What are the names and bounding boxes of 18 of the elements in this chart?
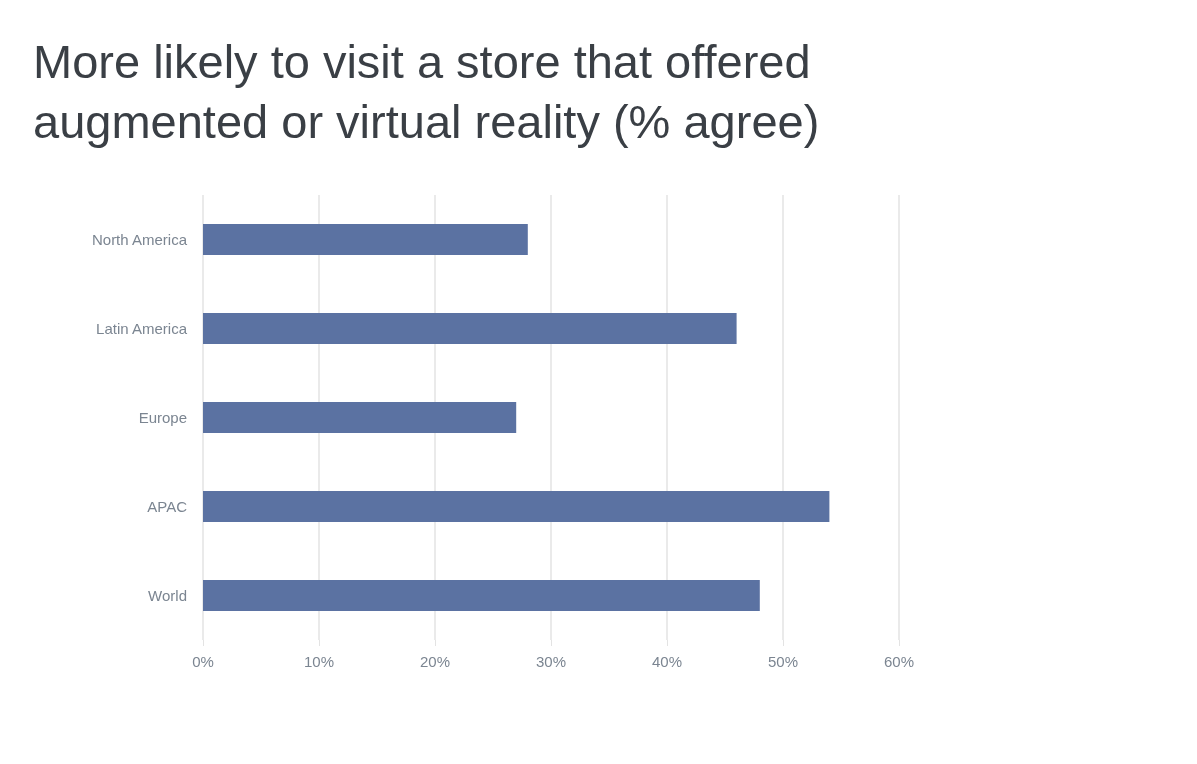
y-tick-label: Latin America — [96, 320, 188, 337]
bar — [203, 223, 528, 256]
bar — [203, 579, 760, 612]
y-tick-label: World — [148, 587, 187, 604]
bar — [203, 312, 737, 345]
y-tick-label: Europe — [138, 409, 187, 426]
x-tick-label: 10% — [303, 653, 335, 670]
bar — [203, 401, 517, 434]
x-tick-label: 20% — [419, 653, 451, 670]
x-tick-label: 60% — [883, 653, 915, 670]
x-tick-label: 40% — [651, 653, 683, 670]
chart-title: More likely to visit a store that offered augmented or virtual reality (% agree) — [33, 34, 824, 148]
x-tick-label: 0% — [192, 653, 214, 670]
x-tick-label: 50% — [767, 653, 799, 670]
x-tick-label: 30% — [535, 653, 567, 670]
y-tick-label: APAC — [147, 498, 188, 515]
bar — [203, 490, 830, 523]
y-tick-label: North America — [91, 231, 188, 248]
